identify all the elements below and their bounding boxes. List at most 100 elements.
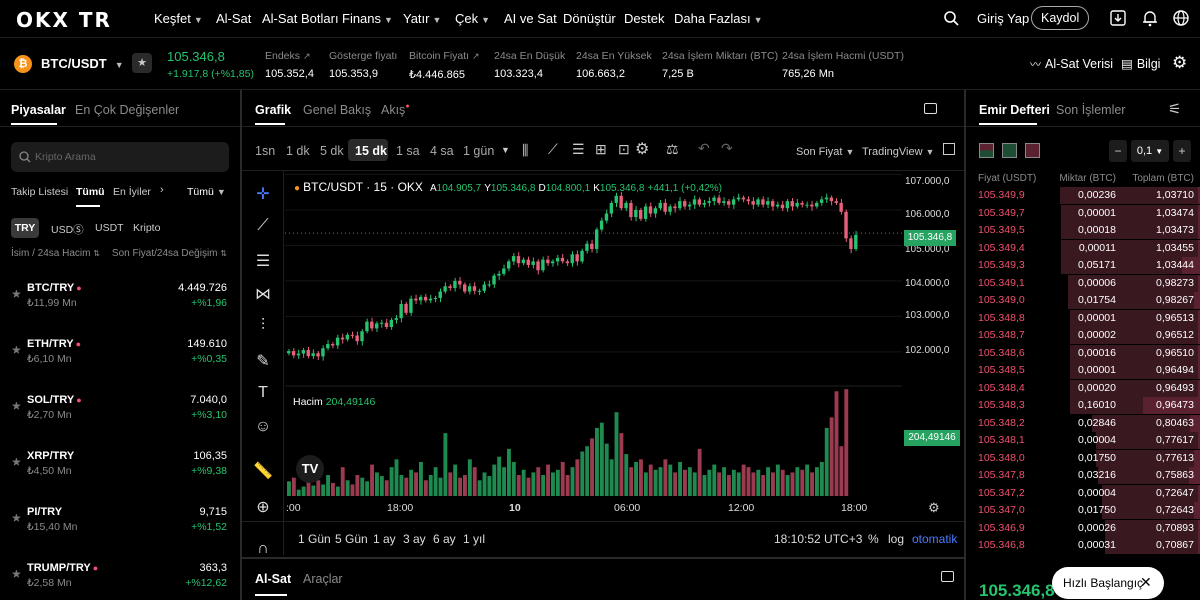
- trade-data-link[interactable]: 〰 Al-Sat Verisi: [1030, 57, 1114, 71]
- ob-ask-row[interactable]: 105.348,3 0,16010 0,96473: [966, 397, 1200, 414]
- nav-explore[interactable]: Keşfet ▼: [154, 11, 203, 26]
- text-tool-icon[interactable]: T: [258, 384, 268, 401]
- range-5d[interactable]: 5 Gün: [335, 532, 368, 546]
- nav-trade[interactable]: Al-Sat: [216, 11, 252, 26]
- ob-ask-row[interactable]: 105.348,6 0,00016 0,96510: [966, 344, 1200, 362]
- zoom-in-icon[interactable]: ⊕: [256, 499, 270, 516]
- quote-tab-try[interactable]: TRY: [11, 218, 39, 238]
- tab-recent-trades[interactable]: Son İşlemler: [1056, 103, 1126, 117]
- template-icon[interactable]: ⊞: [595, 141, 607, 157]
- market-row[interactable]: ★ ETH/TRY ● ₺6,10 Mn 149.610 +%0,35: [0, 330, 240, 386]
- layout-icon[interactable]: ☰: [572, 141, 585, 157]
- ob-ask-row[interactable]: 105.349,9 0,00236 1,03710: [966, 187, 1200, 204]
- magnet-icon[interactable]: ∩: [257, 540, 269, 557]
- price-type-dropdown[interactable]: Son Fiyat ▼: [796, 146, 855, 158]
- pair-selector[interactable]: BTC/USDT ▼: [41, 56, 124, 71]
- filter-sliders-icon[interactable]: ⚟: [1168, 101, 1182, 118]
- column-header-price[interactable]: Son Fiyat/24sa Değişim ⇅: [111, 248, 227, 259]
- register-button[interactable]: Kaydol: [1031, 6, 1090, 30]
- market-row[interactable]: ★ PI/TRY ₺15,40 Mn 9,715 +%1,52: [0, 498, 240, 554]
- bell-icon[interactable]: [1141, 9, 1159, 27]
- settings-gear-icon[interactable]: ⚙: [1172, 53, 1188, 72]
- brush-icon[interactable]: ✎: [256, 353, 270, 370]
- filter-dropdown[interactable]: Tümü ▼: [187, 186, 226, 198]
- ob-ask-row[interactable]: 105.348,4 0,00020 0,96493: [966, 379, 1200, 397]
- nav-deposit[interactable]: Yatır ▼: [403, 11, 442, 26]
- ob-ask-row[interactable]: 105.349,5 0,00018 1,03473: [966, 222, 1200, 239]
- star-icon[interactable]: ★: [11, 343, 22, 357]
- ob-ask-row[interactable]: 105.349,0 0,01754 0,98267: [966, 292, 1200, 309]
- tab-markets[interactable]: Piyasalar: [11, 103, 66, 117]
- minus-icon[interactable]: −: [1109, 140, 1127, 162]
- redo-icon[interactable]: ↷: [721, 140, 733, 156]
- timeframe-1d[interactable]: 1 gün: [463, 144, 495, 158]
- nav-finance[interactable]: Finans ▼: [342, 11, 393, 26]
- fib-icon[interactable]: ⫶: [260, 317, 265, 334]
- stat-label-index[interactable]: Endeks ↗: [265, 50, 311, 62]
- close-icon[interactable]: ✕: [1140, 574, 1152, 590]
- ob-ask-row[interactable]: 105.348,8 0,00001 0,96513: [966, 309, 1200, 327]
- favorite-star-icon[interactable]: ★: [132, 53, 152, 73]
- tradingview-logo[interactable]: TV: [296, 455, 324, 483]
- range-1y[interactable]: 1 yıl: [463, 532, 486, 546]
- fullscreen-icon[interactable]: [941, 571, 954, 582]
- view-bids-icon[interactable]: [1002, 143, 1017, 158]
- timeframe-1m[interactable]: 1 dk: [286, 144, 310, 158]
- tab-feed[interactable]: Akış●: [381, 103, 410, 117]
- chevron-down-icon[interactable]: ▼: [501, 145, 510, 155]
- tab-top-movers[interactable]: En Çok Değişenler: [75, 103, 180, 117]
- filter-all[interactable]: Tümü: [76, 186, 105, 198]
- tab-chart[interactable]: Grafik: [255, 103, 292, 117]
- tab-trade[interactable]: Al-Sat: [255, 572, 292, 586]
- horizontal-lines-icon[interactable]: ☰: [255, 253, 271, 270]
- plus-icon[interactable]: +: [1173, 140, 1191, 162]
- ob-ask-row[interactable]: 105.349,4 0,00011 1,03455: [966, 239, 1200, 257]
- scale-icon[interactable]: ⚖: [666, 141, 679, 157]
- filter-watchlist[interactable]: Takip Listesi: [11, 186, 69, 198]
- fullscreen-icon[interactable]: [924, 103, 937, 114]
- ob-ask-row[interactable]: 105.348,5 0,00001 0,96494: [966, 362, 1200, 379]
- timeframe-1s[interactable]: 1sn: [255, 144, 276, 158]
- ob-ask-row[interactable]: 105.349,1 0,00006 0,98273: [966, 274, 1200, 292]
- stat-label-btc-price[interactable]: Bitcoin Fiyatı ↗: [409, 50, 480, 62]
- price-chart[interactable]: [285, 171, 964, 521]
- market-row[interactable]: ★ TRUMP/TRY ● ₺2,58 Mn 363,3 +%12,62: [0, 554, 240, 600]
- okx-logo[interactable]: OKX TR: [16, 8, 112, 32]
- ob-ask-row[interactable]: 105.348,7 0,00002 0,96512: [966, 327, 1200, 344]
- axis-settings-icon[interactable]: ⚙: [928, 500, 940, 515]
- ob-ask-row[interactable]: 105.348,1 0,00004 0,77617: [966, 432, 1200, 449]
- tab-order-book[interactable]: Emir Defteri: [979, 103, 1050, 117]
- view-asks-icon[interactable]: [1025, 143, 1040, 158]
- ob-ask-row[interactable]: 105.347,8 0,03216 0,75863: [966, 467, 1200, 484]
- emoji-icon[interactable]: ☺: [254, 418, 272, 435]
- timeframe-5m[interactable]: 5 dk: [320, 144, 344, 158]
- timeframe-4h[interactable]: 4 sa: [430, 144, 454, 158]
- nav-support[interactable]: Destek: [624, 11, 665, 26]
- download-icon[interactable]: [1109, 9, 1127, 27]
- view-both-icon[interactable]: [979, 143, 994, 158]
- market-row[interactable]: ★ BTC/TRY ● ₺11,99 Mn 4.449.726 +%1,96: [0, 274, 240, 330]
- search-icon[interactable]: [943, 10, 959, 26]
- range-1d[interactable]: 1 Gün: [298, 532, 331, 546]
- nav-withdraw[interactable]: Çek ▼: [455, 11, 491, 26]
- tab-tools[interactable]: Araçlar: [303, 572, 343, 586]
- precision-stepper[interactable]: − 0,1 ▼ +: [1109, 140, 1191, 162]
- tab-overview[interactable]: Genel Bakış: [303, 103, 372, 117]
- pattern-icon[interactable]: ⋈: [255, 286, 271, 303]
- ruler-icon[interactable]: 📏: [253, 463, 273, 480]
- quote-tab-usds[interactable]: USDⓈ: [51, 224, 84, 236]
- alert-icon[interactable]: ⊡: [618, 141, 630, 157]
- range-1m[interactable]: 1 ay: [373, 532, 396, 546]
- auto-toggle[interactable]: otomatik: [912, 532, 958, 546]
- quick-start-button[interactable]: Hızlı Başlangıç: [1052, 567, 1164, 599]
- nav-more[interactable]: Daha Fazlası ▼: [674, 11, 763, 26]
- star-icon[interactable]: ★: [11, 287, 22, 301]
- ob-ask-row[interactable]: 105.349,7 0,00001 1,03474: [966, 204, 1200, 222]
- expand-icon[interactable]: [943, 143, 955, 155]
- quote-tab-usdt[interactable]: USDT: [95, 222, 124, 234]
- column-header-name[interactable]: İsim / 24sa Hacim ⇅: [11, 248, 100, 259]
- nav-convert[interactable]: Dönüştür: [563, 11, 616, 26]
- ob-ask-row[interactable]: 105.346,8 0,00031 0,70867: [966, 537, 1200, 554]
- market-row[interactable]: ★ SOL/TRY ● ₺2,70 Mn 7.040,0 +%3,10: [0, 386, 240, 442]
- undo-icon[interactable]: ↶: [698, 140, 710, 156]
